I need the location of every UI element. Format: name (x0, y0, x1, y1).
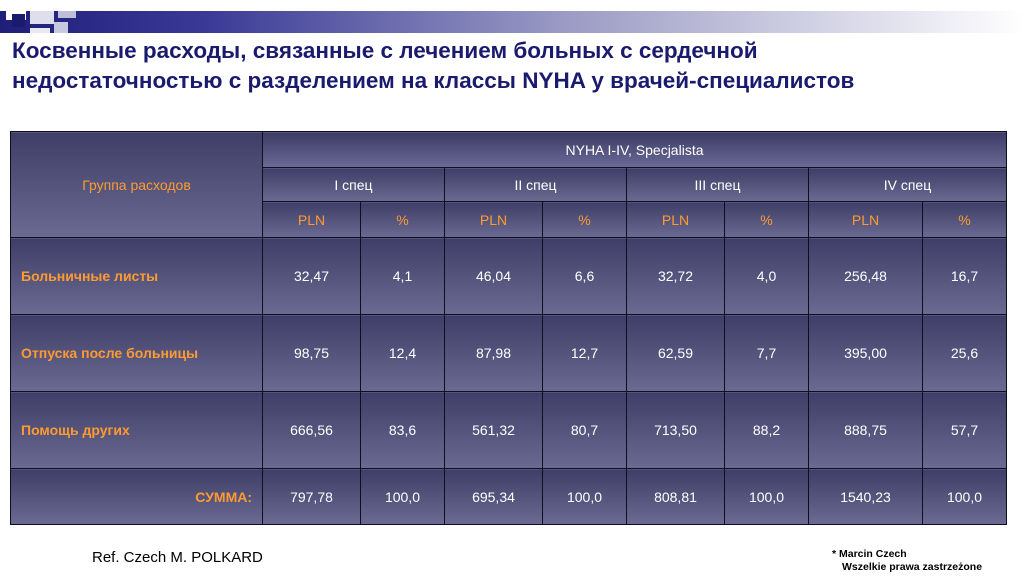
table-cell: 16,7 (922, 237, 1007, 315)
unit-header: PLN (808, 201, 923, 238)
table-cell: 4,0 (724, 237, 809, 315)
decor-square (54, 22, 68, 36)
unit-header: PLN (626, 201, 725, 238)
table-cell: 98,75 (262, 314, 361, 392)
table-cell: 888,75 (808, 391, 923, 469)
table-cell: 25,6 (922, 314, 1007, 392)
unit-header: PLN (444, 201, 543, 238)
table-row: Больничные листы 32,47 4,1 46,04 6,6 32,… (10, 237, 1007, 315)
table-cell: 4,1 (360, 237, 445, 315)
table-cell: 797,78 (262, 468, 361, 525)
table-cell: 87,98 (444, 314, 543, 392)
table-cell: 100,0 (542, 468, 627, 525)
decor-square (30, 0, 54, 24)
table-cell: 83,6 (360, 391, 445, 469)
table-cell: 46,04 (444, 237, 543, 315)
unit-header: % (542, 201, 627, 238)
table-cell: 12,4 (360, 314, 445, 392)
cost-table: Группа расходов NYHA I-IV, Specjalista I… (10, 131, 1007, 525)
unit-header: % (724, 201, 809, 238)
table-cell: 808,81 (626, 468, 725, 525)
table-row-total: СУММА: 797,78 100,0 695,34 100,0 808,81 … (10, 468, 1007, 525)
table-cell: 100,0 (360, 468, 445, 525)
page-title: Косвенные расходы, связанные с лечением … (12, 36, 1012, 96)
title-line-1: Косвенные расходы, связанные с лечением … (12, 38, 758, 63)
row-label: Больничные листы (10, 237, 263, 315)
top-header-cell: NYHA I-IV, Specjalista (262, 131, 1007, 168)
decor-square (58, 0, 76, 18)
class-header: I спец (262, 167, 445, 202)
table-cell: 666,56 (262, 391, 361, 469)
group-header-cell: Группа расходов (10, 131, 263, 238)
row-label: Помощь других (10, 391, 263, 469)
table-cell: 695,34 (444, 468, 543, 525)
table-cell: 88,2 (724, 391, 809, 469)
table-cell: 62,59 (626, 314, 725, 392)
table-cell: 1540,23 (808, 468, 923, 525)
decor-square (30, 28, 50, 42)
copyright-note: * Marcin Czech Wszelkie prawa zastrzeżon… (832, 548, 982, 574)
table-cell: 80,7 (542, 391, 627, 469)
table-cell: 6,6 (542, 237, 627, 315)
title-line-2: недостаточностью с разделением на классы… (12, 68, 855, 93)
unit-header: % (922, 201, 1007, 238)
row-label: Отпуска после больницы (10, 314, 263, 392)
table-row: Помощь других 666,56 83,6 561,32 80,7 71… (10, 391, 1007, 469)
table-cell: 7,7 (724, 314, 809, 392)
table-cell: 32,47 (262, 237, 361, 315)
table-cell: 12,7 (542, 314, 627, 392)
table-cell: 395,00 (808, 314, 923, 392)
header-decor-bar (0, 11, 1024, 33)
unit-header: % (360, 201, 445, 238)
table-cell: 561,32 (444, 391, 543, 469)
total-label: СУММА: (10, 468, 263, 525)
class-header: II спец (444, 167, 627, 202)
table-cell: 32,72 (626, 237, 725, 315)
class-header: IV спец (808, 167, 1007, 202)
class-header: III спец (626, 167, 809, 202)
table-cell: 256,48 (808, 237, 923, 315)
table-cell: 100,0 (922, 468, 1007, 525)
table-cell: 100,0 (724, 468, 809, 525)
title-bullet-icon (12, 14, 25, 27)
unit-header: PLN (262, 201, 361, 238)
table-cell: 57,7 (922, 391, 1007, 469)
author-text: * Marcin Czech (832, 548, 907, 560)
table-row: Отпуска после больницы 98,75 12,4 87,98 … (10, 314, 1007, 392)
rights-text: Wszelkie prawa zastrzeżone (842, 561, 983, 573)
reference-text: Ref. Czech M. POLKARD (92, 549, 263, 566)
table-cell: 713,50 (626, 391, 725, 469)
